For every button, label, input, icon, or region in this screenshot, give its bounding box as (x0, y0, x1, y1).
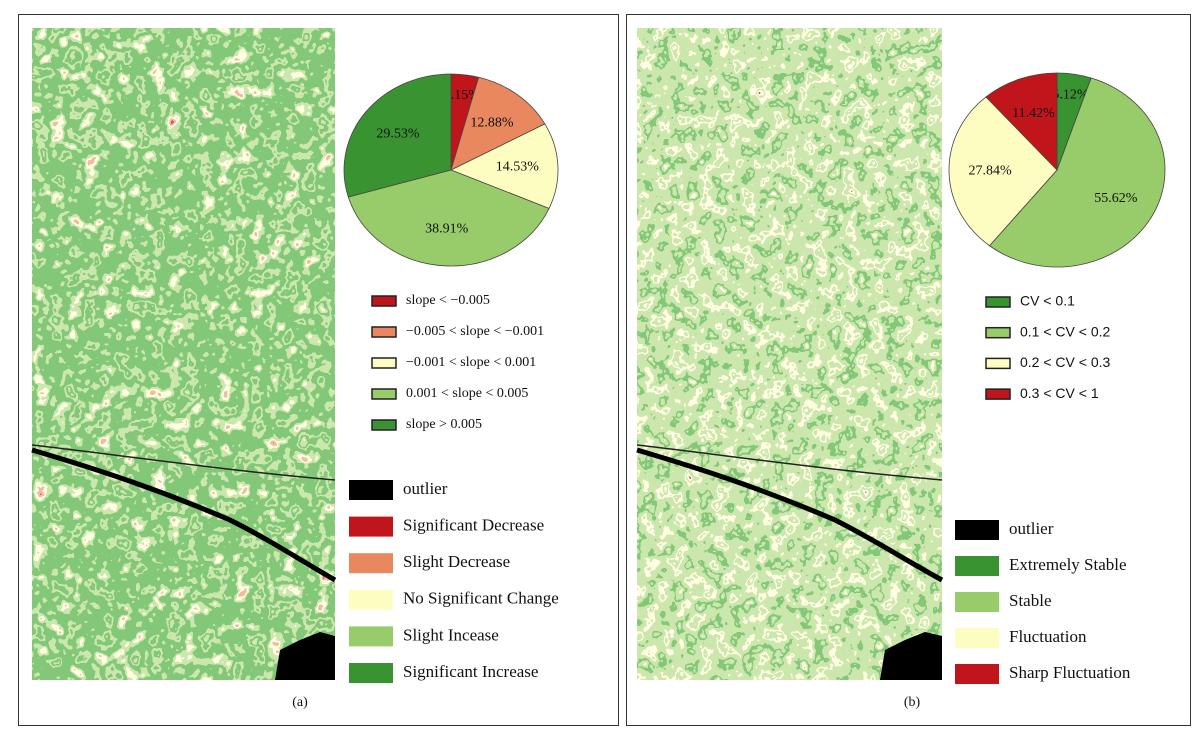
pie-slice (343, 73, 452, 198)
map-legend-swatch (955, 628, 999, 648)
map-legend-swatch (349, 516, 393, 537)
map-legend-label: Stable (1009, 591, 1052, 610)
map-legend-label: Significant Increase (403, 662, 538, 681)
map-legend-label: Extremely Stable (1009, 555, 1127, 574)
legend-label: −0.001 < slope < 0.001 (406, 355, 536, 370)
map-legend-swatch (349, 626, 393, 647)
panel-caption: (b) (904, 695, 921, 710)
map-legend-swatch (349, 480, 393, 500)
legend-label: 0.1 < CV < 0.2 (1020, 323, 1110, 339)
map-legend-swatch (349, 553, 393, 574)
map (31, 28, 337, 680)
legend-swatch (985, 388, 1011, 400)
slice-label: 27.84% (968, 164, 1012, 179)
map-legend-label: Slight Decrease (403, 552, 510, 571)
map-legend-swatch (955, 556, 999, 576)
map-legend-label: outlier (1009, 519, 1054, 538)
slice-label: 55.62% (1094, 191, 1138, 206)
legend-label: slope > 0.005 (406, 417, 482, 432)
legend-swatch (985, 357, 1011, 370)
legend-swatch (985, 296, 1011, 308)
map-legend-swatch (955, 520, 999, 540)
map-legend-label: Slight Incease (403, 625, 499, 644)
panel-frame (18, 14, 619, 726)
legend-swatch (371, 295, 397, 307)
slice-label: 29.53% (376, 127, 420, 142)
legend-swatch (371, 326, 397, 338)
slice-label: 4.15% (444, 88, 481, 103)
legend-swatch (371, 357, 397, 369)
legend-label: CV < 0.1 (1020, 293, 1075, 309)
pie-slice (948, 96, 1058, 247)
legend-swatch (371, 388, 397, 400)
slice-label: 5.12% (1052, 88, 1089, 103)
legend-label: slope < −0.005 (406, 293, 490, 308)
panel-caption: (a) (292, 695, 308, 710)
map-legend-label: Significant Decrease (403, 516, 544, 535)
map-legend-label: Fluctuation (1009, 627, 1087, 646)
pie-slice (347, 169, 550, 267)
pie-slice (985, 72, 1058, 171)
legend-label: 0.001 < slope < 0.005 (406, 386, 528, 401)
pie-slice (988, 77, 1166, 268)
pie-slice (450, 123, 559, 209)
map-legend-swatch (955, 592, 999, 612)
slice-label: 38.91% (425, 222, 469, 237)
map-legend-label: Sharp Fluctuation (1009, 663, 1131, 682)
map-legend-label: outlier (403, 479, 448, 498)
slice-label: 12.88% (470, 115, 514, 130)
map-legend-swatch (349, 589, 393, 610)
legend-swatch (985, 326, 1011, 339)
legend-swatch (371, 419, 397, 431)
legend-label: 0.3 < CV < 1 (1020, 385, 1099, 401)
panel-frame (626, 14, 1191, 726)
map-legend-label: No Significant Change (403, 589, 559, 608)
slice-label: 11.42% (1012, 106, 1055, 121)
slice-label: 14.53% (496, 160, 540, 175)
legend-label: −0.005 < slope < −0.001 (406, 324, 544, 339)
map-legend-swatch (349, 663, 393, 683)
map-legend-swatch (955, 664, 999, 684)
pie-slice (450, 76, 546, 171)
map (636, 28, 944, 680)
legend-label: 0.2 < CV < 0.3 (1020, 354, 1110, 370)
